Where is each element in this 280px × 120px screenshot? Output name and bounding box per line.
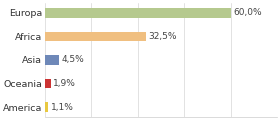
- Text: 32,5%: 32,5%: [148, 32, 177, 41]
- Text: 1,1%: 1,1%: [51, 103, 74, 112]
- Bar: [45, 102, 48, 112]
- Text: 4,5%: 4,5%: [61, 55, 84, 64]
- Bar: [45, 8, 231, 18]
- Text: 60,0%: 60,0%: [233, 8, 262, 17]
- Bar: [45, 79, 51, 88]
- Text: 1,9%: 1,9%: [53, 79, 76, 88]
- Bar: [45, 32, 146, 41]
- Bar: [45, 55, 59, 65]
